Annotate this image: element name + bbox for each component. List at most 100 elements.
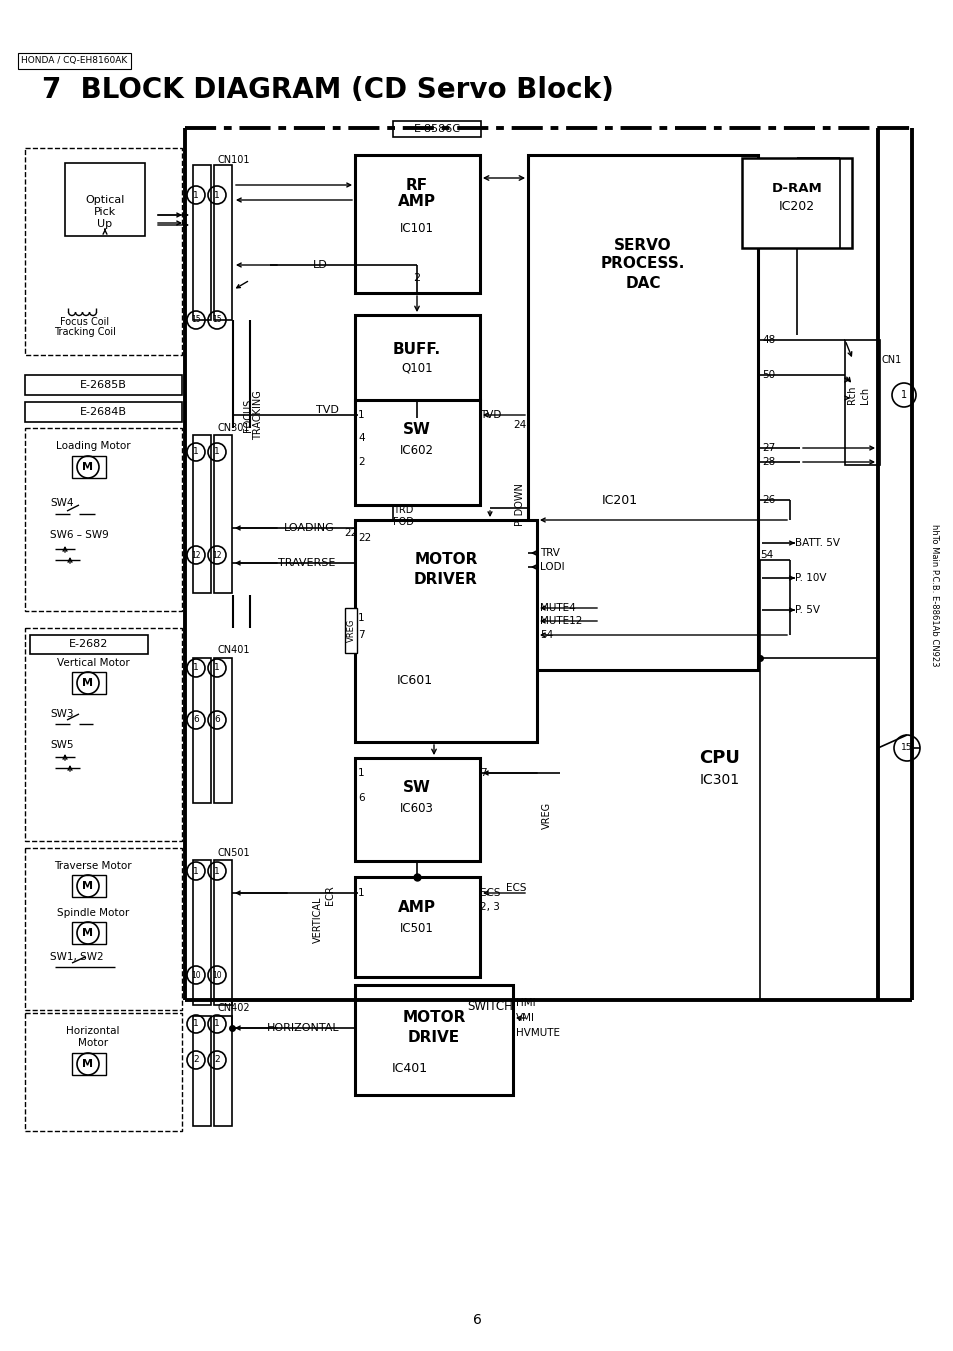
Bar [25,848,182,1011]
Bar [345,608,356,653]
Text: 1: 1 [357,409,364,420]
Text: VERTICAL: VERTICAL [313,897,323,943]
Text: MUTE12: MUTE12 [539,616,581,626]
Bar [30,635,148,654]
Bar [25,403,182,422]
Text: Rch: Rch [846,386,856,404]
Text: E-2682: E-2682 [70,639,109,648]
Text: M: M [82,928,93,938]
Text: SW: SW [402,781,431,796]
Text: CPU: CPU [699,748,740,767]
Text: TRACKING: TRACKING [253,390,263,440]
Text: 1: 1 [193,663,198,673]
Text: ECS: ECS [479,888,500,898]
Text: Up: Up [97,219,112,230]
Text: SW3: SW3 [50,709,73,719]
Text: HORIZONTAL: HORIZONTAL [267,1023,339,1034]
Text: 15: 15 [901,743,912,753]
Text: Pick: Pick [93,207,116,218]
Text: 12: 12 [212,550,221,559]
Text: 48: 48 [761,335,775,345]
Text: IC101: IC101 [399,222,434,235]
Bar [527,155,758,670]
Text: 1: 1 [900,390,906,400]
Text: 6: 6 [193,716,198,724]
Text: 1: 1 [213,190,219,200]
Bar [71,921,106,944]
Text: ECR: ECR [325,885,335,905]
Bar [25,628,182,842]
Bar [193,435,211,593]
Text: 26: 26 [761,494,775,505]
Bar [193,1016,211,1125]
Text: IC301: IC301 [700,773,740,788]
Text: Lch: Lch [859,386,869,404]
Text: TVD: TVD [479,409,501,420]
Bar [741,158,851,249]
Bar [393,122,480,136]
Bar [213,435,232,593]
Bar [844,340,879,465]
Text: IC201: IC201 [601,493,638,507]
Text: DRIVER: DRIVER [414,573,477,588]
Text: 2, 3: 2, 3 [479,902,499,912]
Bar [25,1013,182,1131]
Text: 15: 15 [212,316,222,324]
Text: 10: 10 [191,970,200,979]
Text: 2: 2 [357,457,364,467]
Text: 1: 1 [193,866,198,875]
Text: TRD: TRD [393,505,413,515]
Text: 6: 6 [213,716,219,724]
Text: 2: 2 [413,273,420,282]
Text: Focus Coil: Focus Coil [60,317,110,327]
Text: TVD: TVD [315,405,338,415]
Text: IC603: IC603 [399,801,434,815]
Text: 1: 1 [213,447,219,457]
Text: E-2685B: E-2685B [79,380,127,390]
Text: AMP: AMP [397,901,436,916]
Text: IC401: IC401 [392,1062,428,1074]
Text: BUFF.: BUFF. [393,343,440,358]
Text: Horizontal: Horizontal [66,1025,120,1036]
Bar [193,165,211,320]
Text: hhTo Main P.C.B. E-8861Ab CN923: hhTo Main P.C.B. E-8861Ab CN923 [929,524,939,666]
Text: 1: 1 [213,1020,219,1028]
Bar [193,658,211,802]
Text: SW5: SW5 [50,740,73,750]
Text: 10: 10 [212,970,222,979]
Text: IC501: IC501 [399,921,434,935]
Text: Q101: Q101 [401,362,433,374]
Text: M: M [82,462,93,471]
Text: CN101: CN101 [218,155,251,165]
Text: CN1: CN1 [882,355,902,365]
Bar [213,658,232,802]
Text: SWITCH: SWITCH [467,1001,513,1013]
Bar [25,428,182,611]
Text: SW: SW [402,423,431,438]
Text: DRIVE: DRIVE [408,1031,459,1046]
Text: TRV: TRV [539,549,559,558]
Text: HMI: HMI [516,998,535,1008]
Bar [355,877,479,977]
Text: 7: 7 [479,767,486,778]
Text: 27: 27 [761,443,775,453]
Text: 6: 6 [472,1313,481,1327]
Bar [355,315,479,417]
Bar [71,671,106,694]
Text: CN501: CN501 [218,848,251,858]
Text: 1: 1 [357,888,364,898]
Text: 22: 22 [357,534,371,543]
Text: E-2684B: E-2684B [79,407,127,417]
Text: CN401: CN401 [218,644,251,655]
Text: HVMUTE: HVMUTE [516,1028,559,1038]
Text: 7: 7 [357,630,364,640]
Text: IC602: IC602 [399,443,434,457]
Bar [355,520,537,742]
Text: 6: 6 [357,793,364,802]
Text: VMI: VMI [516,1013,535,1023]
Text: SW1, SW2: SW1, SW2 [50,952,104,962]
Text: P. DOWN: P. DOWN [515,484,524,527]
Text: 1: 1 [357,613,364,623]
Bar [355,758,479,861]
Text: MUTE4: MUTE4 [539,603,576,613]
